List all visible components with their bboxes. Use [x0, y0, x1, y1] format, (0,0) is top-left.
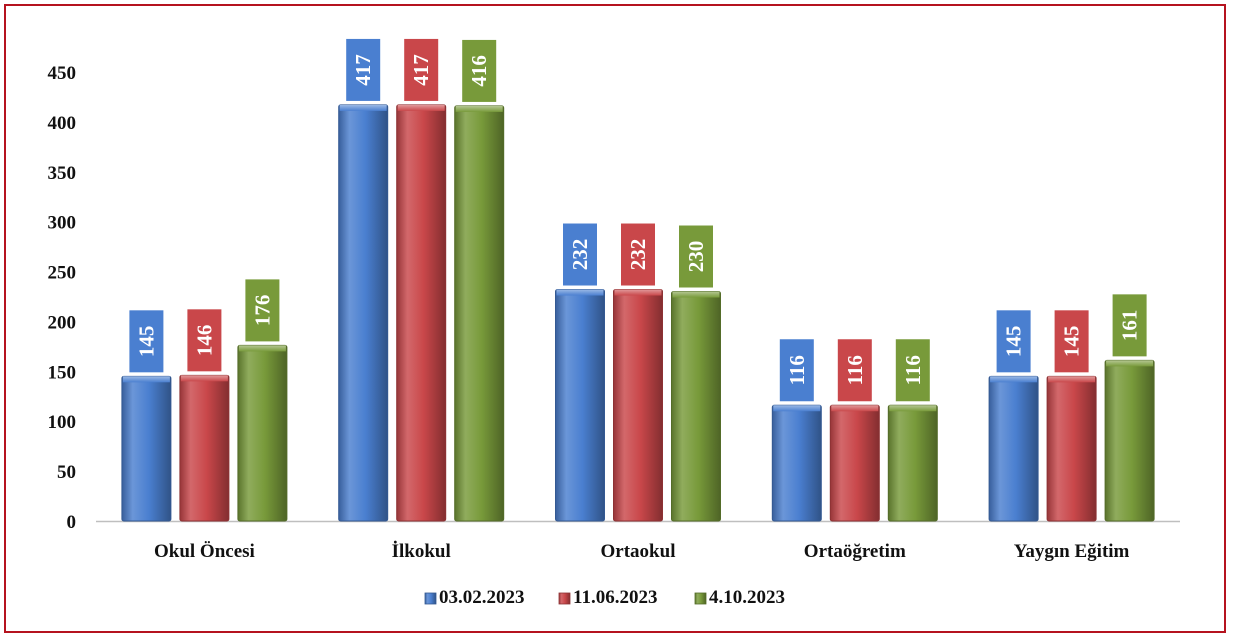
data-label-box [779, 339, 814, 402]
data-label: 230 [684, 241, 708, 273]
bar-top-bevel [122, 376, 170, 383]
bar-top-bevel [397, 104, 445, 111]
y-tick-label: 50 [57, 462, 76, 483]
bar [396, 104, 447, 522]
data-label-box [1054, 310, 1089, 373]
data-label-box [129, 310, 164, 373]
data-label: 232 [568, 239, 592, 271]
bar [179, 374, 230, 522]
y-tick-label: 400 [48, 113, 77, 134]
bar [771, 404, 822, 522]
bar [887, 404, 938, 522]
legend-swatch [694, 592, 707, 605]
bar [1046, 375, 1097, 522]
data-label: 116 [901, 355, 925, 385]
legend-label: 4.10.2023 [709, 587, 785, 608]
bar-top-bevel [1106, 360, 1154, 367]
bar-top-bevel [1048, 376, 1096, 383]
bar [988, 375, 1039, 522]
data-label: 116 [785, 355, 809, 385]
bar [829, 404, 880, 522]
bar [555, 289, 605, 522]
bar-top-bevel [889, 405, 937, 412]
data-label: 161 [1118, 310, 1142, 342]
data-label: 417 [351, 54, 375, 86]
category-label: Ortaokul [601, 541, 676, 562]
data-label-box [346, 38, 381, 101]
y-tick-label: 200 [48, 312, 77, 333]
category-label: Ortaöğretim [804, 541, 906, 562]
bar-top-bevel [238, 345, 286, 352]
bar [1104, 359, 1155, 522]
data-label-box [895, 339, 930, 402]
bar [338, 104, 389, 522]
bar-top-bevel [339, 104, 387, 111]
data-labels: 145 146 176 417 417 416 232 232 230 116 116 116 145 1… [129, 38, 1147, 402]
bar-top-bevel [672, 291, 720, 298]
bar [454, 105, 505, 522]
bar [237, 344, 288, 522]
data-label: 416 [467, 55, 491, 87]
data-label-box [187, 309, 222, 372]
data-label: 116 [843, 355, 867, 385]
data-label: 232 [626, 239, 650, 271]
x-axis: Okul Öncesi İlkokul Ortaokul Ortaöğretim Yay… [96, 520, 1180, 562]
bar [671, 291, 721, 522]
y-axis: 0 50 100 150 200 250 300 350 400 450 [48, 63, 77, 533]
data-label-box [1112, 294, 1147, 357]
data-label: 145 [1002, 326, 1026, 358]
data-label: 146 [192, 325, 216, 357]
legend: 03.02.2023 11.06.2023 4.10.2023 [424, 587, 785, 608]
y-tick-label: 350 [48, 163, 77, 184]
bars [121, 104, 1155, 522]
legend-label: 03.02.2023 [439, 587, 525, 608]
bar [121, 375, 172, 522]
bar-top-bevel [180, 375, 228, 382]
y-tick-label: 150 [48, 362, 77, 383]
bar [613, 289, 663, 522]
data-label-box [404, 38, 439, 101]
bar-top-bevel [990, 376, 1038, 383]
y-tick-label: 300 [48, 213, 77, 234]
bar-top-bevel [831, 405, 879, 412]
data-label-box [563, 223, 597, 286]
data-label-box [679, 225, 713, 288]
y-tick-label: 450 [48, 63, 77, 84]
category-label: Yaygın Eğitim [1014, 541, 1130, 562]
bar-top-bevel [556, 289, 604, 296]
legend-label: 11.06.2023 [573, 587, 657, 608]
legend-swatch [424, 592, 437, 605]
data-label-box [621, 223, 655, 286]
y-tick-label: 0 [67, 512, 77, 533]
bar-top-bevel [614, 289, 662, 296]
data-label-box [245, 279, 280, 342]
data-label-box [837, 339, 872, 402]
bar-top-bevel [455, 105, 503, 112]
legend-swatch [558, 592, 571, 605]
data-label: 145 [134, 326, 158, 358]
data-label: 145 [1060, 326, 1084, 358]
y-tick-label: 250 [48, 263, 77, 284]
data-label: 417 [409, 54, 433, 86]
data-label: 176 [250, 295, 274, 327]
data-label-box [996, 310, 1031, 373]
bar-top-bevel [773, 405, 821, 412]
category-label: İlkokul [392, 541, 451, 562]
y-tick-label: 100 [48, 412, 77, 433]
category-label: Okul Öncesi [154, 541, 255, 562]
data-label-box [462, 39, 497, 102]
